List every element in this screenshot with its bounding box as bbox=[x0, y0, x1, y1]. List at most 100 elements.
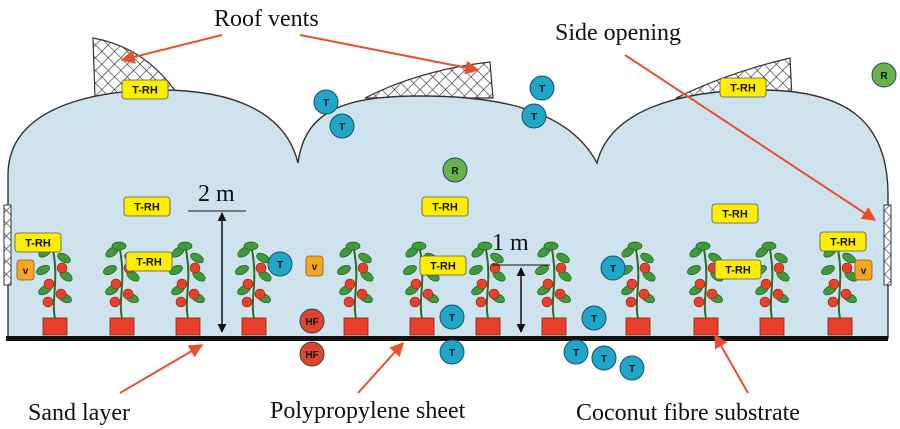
temperature-sensor: T bbox=[591, 345, 617, 371]
temperature-sensor-label: T bbox=[323, 98, 329, 109]
velocity-sensor-label: v bbox=[861, 266, 867, 277]
trh-sensor: T-RH bbox=[711, 203, 759, 224]
temperature-sensor: T bbox=[581, 305, 607, 331]
trh-sensor-label: T-RH bbox=[430, 261, 456, 273]
plant-leaf bbox=[761, 241, 777, 251]
trh-sensor-label: T-RH bbox=[25, 238, 51, 250]
plant-leaf bbox=[111, 241, 127, 251]
coconut-substrate-label: Coconut fibre substrate bbox=[576, 400, 800, 426]
plant-pot bbox=[409, 317, 435, 336]
tomato-fruit bbox=[541, 296, 553, 308]
plant-pot bbox=[109, 317, 135, 336]
trh-sensor-label: T-RH bbox=[132, 85, 158, 97]
tomato-plant bbox=[753, 241, 790, 336]
temperature-sensor-label: T bbox=[449, 348, 455, 359]
plant-leaf bbox=[695, 241, 711, 251]
tomato-fruit bbox=[43, 278, 55, 290]
plant-leaf bbox=[358, 252, 372, 264]
tomato-fruit bbox=[706, 288, 718, 300]
trh-sensor-label: T-RH bbox=[730, 83, 756, 95]
plant-leaf bbox=[543, 241, 559, 251]
plant-leaf bbox=[345, 241, 361, 251]
temperature-sensor-label: T bbox=[539, 84, 545, 95]
tomato-fruit bbox=[639, 262, 651, 274]
tomato-fruit bbox=[42, 296, 54, 308]
tomato-fruit bbox=[357, 262, 369, 274]
trh-sensor: T-RH bbox=[14, 232, 62, 253]
plant-stem bbox=[119, 249, 124, 319]
radiation-sensor: R bbox=[442, 157, 468, 183]
tomato-plant bbox=[535, 241, 572, 336]
plant-pot bbox=[175, 317, 201, 336]
plant-leaf bbox=[477, 241, 493, 251]
plant-leaf bbox=[243, 241, 259, 251]
plant-stem bbox=[353, 249, 358, 319]
plant-pot bbox=[541, 317, 567, 336]
tomato-fruit bbox=[555, 262, 567, 274]
trh-sensor-label: T-RH bbox=[725, 265, 751, 277]
tomato-plant bbox=[337, 241, 374, 336]
tomato-fruit bbox=[422, 288, 434, 300]
callout-arrows bbox=[119, 34, 877, 394]
plant-stem bbox=[837, 249, 842, 319]
height-1m-label: 1 m bbox=[492, 230, 529, 256]
radiation-sensor-label: R bbox=[880, 71, 888, 82]
polypropylene-sheet-line bbox=[6, 336, 888, 341]
tomato-fruit bbox=[772, 288, 784, 300]
tomato-fruit bbox=[542, 278, 554, 290]
tomato-plant bbox=[619, 241, 656, 336]
height-1m-dimension: 1 m bbox=[492, 230, 550, 333]
side-opening-left bbox=[3, 204, 12, 286]
plant-pot bbox=[759, 317, 785, 336]
plant-stem bbox=[52, 249, 57, 319]
temperature-sensor: T bbox=[600, 255, 626, 281]
plant-leaf bbox=[403, 264, 417, 276]
temperature-sensor: T bbox=[529, 75, 555, 101]
tomato-fruit bbox=[828, 278, 840, 290]
plant-pot bbox=[241, 317, 267, 336]
tomato-fruit bbox=[840, 288, 852, 300]
height-2m-dimension: 2 m bbox=[188, 181, 246, 333]
tomato-fruit bbox=[475, 296, 487, 308]
plant-stem bbox=[551, 249, 556, 319]
tomato-plant bbox=[169, 241, 206, 336]
tomato-fruit bbox=[188, 288, 200, 300]
plant-leaf bbox=[469, 264, 483, 276]
plant-leaf bbox=[774, 252, 788, 264]
tomato-fruit bbox=[255, 262, 267, 274]
tomato-fruit bbox=[175, 296, 187, 308]
tomato-fruit bbox=[343, 296, 355, 308]
temperature-sensor-label: T bbox=[629, 364, 635, 375]
radiation-sensor-label: R bbox=[451, 166, 459, 177]
plant-stem bbox=[251, 249, 256, 319]
trh-sensor: T-RH bbox=[819, 231, 867, 252]
tomato-fruit bbox=[554, 288, 566, 300]
velocity-sensor: v bbox=[16, 259, 35, 281]
side-opening-label: Side opening bbox=[555, 20, 681, 46]
sand-layer-label: Sand layer bbox=[28, 400, 130, 426]
tomato-fruit bbox=[625, 296, 637, 308]
temperature-sensor-label: T bbox=[339, 122, 345, 133]
temperature-sensor: T bbox=[267, 251, 293, 277]
trh-sensor: T-RH bbox=[419, 255, 467, 276]
plant-leaf bbox=[490, 252, 504, 264]
polypropylene-sheet-arrow bbox=[357, 341, 404, 394]
tomato-fruit bbox=[189, 262, 201, 274]
temperature-sensor: T bbox=[329, 113, 355, 139]
sensors: T-RH T-RH T-RH T-RH T-RH T-RH T-RH T-RH T-RH T-RH… bbox=[14, 62, 897, 381]
trh-sensor: T-RH bbox=[714, 259, 762, 280]
heat-flux-sensor-label: HF bbox=[305, 317, 318, 328]
plant-leaf bbox=[687, 264, 701, 276]
trh-sensor: T-RH bbox=[421, 196, 469, 217]
tomato-fruit bbox=[344, 278, 356, 290]
temperature-sensor-label: T bbox=[591, 314, 597, 325]
plant-leaf bbox=[640, 252, 654, 264]
tomato-fruit bbox=[488, 288, 500, 300]
trh-sensor: T-RH bbox=[123, 196, 171, 217]
velocity-sensor-label: v bbox=[312, 262, 318, 273]
roof-vents-arrow-right bbox=[299, 34, 480, 75]
tomato-fruit bbox=[409, 296, 421, 308]
tomato-plant bbox=[469, 241, 506, 336]
trh-sensor: T-RH bbox=[125, 251, 173, 272]
